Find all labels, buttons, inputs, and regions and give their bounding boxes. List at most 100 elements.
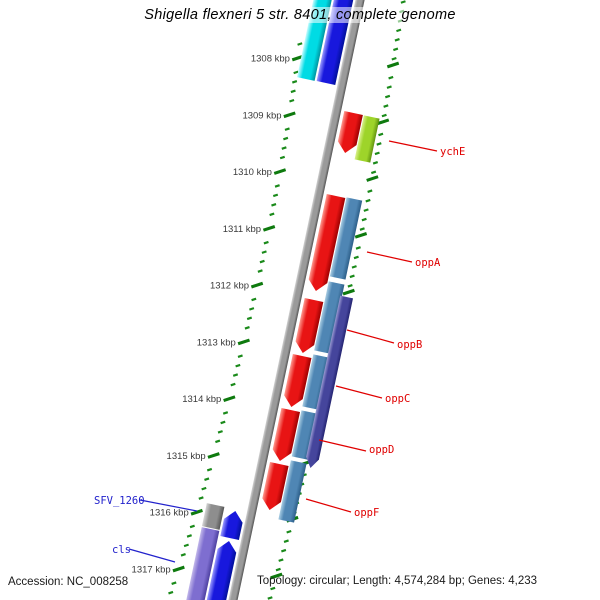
ruler-tick <box>190 508 203 516</box>
ruler-tick <box>262 225 276 232</box>
ruler-tick <box>198 496 204 500</box>
ruler-tick <box>297 42 303 46</box>
ruler-tick <box>215 439 221 444</box>
ruler-tick <box>367 189 373 193</box>
gene-arrow-SFV_1260-gene[interactable] <box>201 503 225 530</box>
ruler-tick <box>273 168 287 175</box>
ruler-tick <box>232 373 239 377</box>
gene-arrow-cls-cds-1[interactable] <box>220 509 244 540</box>
ruler-tick <box>269 212 275 217</box>
ruler-tick <box>283 539 289 544</box>
ruler-tick <box>365 198 371 203</box>
gene-arrow-oppD-cds[interactable] <box>291 410 318 460</box>
ruler-label: 1314 kbp <box>182 394 221 405</box>
ruler-tick <box>261 250 267 254</box>
ruler-tick <box>366 175 379 182</box>
topology-text: Topology: circular; Length: 4,574,284 bp… <box>257 575 538 587</box>
label-leader-line <box>346 329 395 344</box>
label-leader-line <box>139 499 198 512</box>
ruler-tick <box>384 94 391 99</box>
ruler-tick <box>204 477 210 481</box>
gene-arrow-cls-operon[interactable] <box>185 527 220 600</box>
gene-arrow-opp-operon[interactable] <box>304 295 353 470</box>
gene-label-oppF[interactable]: oppF <box>354 507 379 519</box>
ruler-label: 1316 kbp <box>150 508 189 519</box>
gene-arrow-oppF-gene[interactable] <box>260 462 289 512</box>
ruler-tick <box>393 47 399 52</box>
ruler-tick <box>383 104 389 108</box>
gene-label-oppD[interactable]: oppD <box>369 444 394 456</box>
ruler-tick <box>388 75 394 80</box>
label-leader-line <box>305 498 352 513</box>
ruler-tick <box>354 232 368 239</box>
accession-text: Accession: NC_008258 <box>8 576 129 588</box>
ruler-tick <box>251 297 257 302</box>
gene-arrow-cls-cds-2[interactable] <box>205 539 239 600</box>
ruler-tick <box>263 240 269 245</box>
ruler-tick <box>249 307 255 311</box>
ruler-tick <box>363 208 369 212</box>
ruler-tick <box>394 38 400 42</box>
ruler-tick <box>370 170 377 175</box>
ruler-tick <box>189 524 195 529</box>
ruler-tick <box>289 98 295 103</box>
ruler-tick <box>347 284 353 288</box>
gene-arrow-oppD-gene[interactable] <box>271 408 301 463</box>
ruler-tick <box>267 596 273 600</box>
gene-arrow-oppA-gene[interactable] <box>307 194 346 293</box>
ruler-tick <box>342 288 355 296</box>
ruler-tick <box>246 316 253 321</box>
ruler-label: 1312 kbp <box>210 281 249 292</box>
gene-label-oppA[interactable]: oppA <box>415 257 441 269</box>
gene-label-oppB[interactable]: oppB <box>397 339 422 351</box>
ruler-tick <box>270 572 283 580</box>
ruler-tick <box>257 269 263 273</box>
ruler-tick <box>222 411 229 415</box>
gene-arrow-oppC-cds[interactable] <box>302 354 329 410</box>
ruler-tick <box>186 534 192 538</box>
gene-label-cls[interactable]: cls <box>112 544 131 556</box>
ruler-tick <box>349 274 355 279</box>
ruler-label: 1309 kbp <box>242 110 281 121</box>
ruler-tick <box>293 70 299 75</box>
gene-arrow-ychE-gene[interactable] <box>336 111 363 155</box>
ruler-tick <box>172 565 185 573</box>
ruler-tick <box>237 338 250 346</box>
ruler-tick <box>272 193 279 198</box>
gene-arrow-oppA-cds[interactable] <box>329 197 363 280</box>
ruler-label: 1317 kbp <box>132 565 171 576</box>
gene-arrow-ychE-cds[interactable] <box>354 115 380 163</box>
ruler-tick <box>361 217 367 222</box>
label-leader-line <box>366 251 413 263</box>
ruler-tick <box>353 255 359 260</box>
ruler-tick <box>381 113 387 118</box>
ruler-tick <box>183 543 189 548</box>
gene-arrow-oppB-cds[interactable] <box>314 281 345 354</box>
ruler-tick <box>386 61 400 69</box>
ruler-tick <box>283 111 296 119</box>
gene-label-SFV_1260[interactable]: SFV_1260 <box>94 495 145 507</box>
ruler-tick <box>391 56 397 61</box>
ruler-label: 1311 kbp <box>223 224 261 235</box>
gene-label-oppC[interactable]: oppC <box>385 393 410 405</box>
ruler-tick <box>378 132 384 137</box>
gene-arrow-oppC-gene[interactable] <box>282 354 312 409</box>
ruler-tick <box>359 227 365 231</box>
gene-label-ychE[interactable]: ychE <box>440 146 465 158</box>
ruler-tick <box>259 259 265 264</box>
ruler-tick <box>281 548 287 553</box>
ruler-tick <box>270 586 276 591</box>
gene-arrow-oppB-gene[interactable] <box>293 298 324 355</box>
ruler-tick <box>201 486 207 491</box>
ruler-tick <box>278 558 284 562</box>
ruler-tick <box>275 567 281 572</box>
ruler-tick <box>279 155 286 160</box>
ruler-tick <box>290 89 296 94</box>
ruler-tick <box>168 590 174 595</box>
gene-arrow-oppF-cds[interactable] <box>278 460 307 523</box>
ruler-tick <box>284 127 290 131</box>
ruler-tick <box>400 0 406 4</box>
genome-track[interactable] <box>227 0 366 600</box>
